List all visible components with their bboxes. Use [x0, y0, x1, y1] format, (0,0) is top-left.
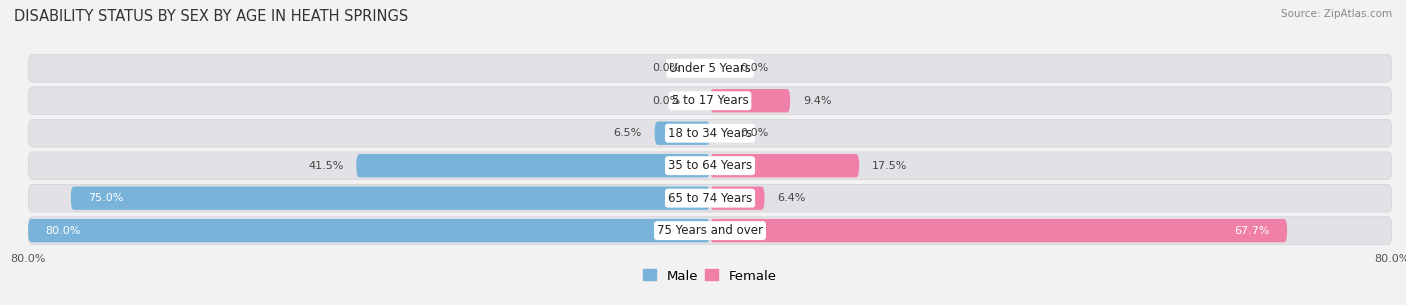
FancyBboxPatch shape [710, 154, 859, 178]
FancyBboxPatch shape [70, 186, 710, 210]
Text: 18 to 34 Years: 18 to 34 Years [668, 127, 752, 140]
FancyBboxPatch shape [655, 121, 710, 145]
FancyBboxPatch shape [28, 120, 1392, 147]
Text: 6.5%: 6.5% [613, 128, 643, 138]
Text: 5 to 17 Years: 5 to 17 Years [672, 94, 748, 107]
FancyBboxPatch shape [28, 217, 1392, 244]
FancyBboxPatch shape [356, 154, 710, 178]
Text: DISABILITY STATUS BY SEX BY AGE IN HEATH SPRINGS: DISABILITY STATUS BY SEX BY AGE IN HEATH… [14, 9, 408, 24]
Text: 0.0%: 0.0% [740, 63, 768, 73]
Text: 0.0%: 0.0% [652, 96, 681, 106]
Text: 9.4%: 9.4% [803, 96, 831, 106]
Text: 35 to 64 Years: 35 to 64 Years [668, 159, 752, 172]
Text: 41.5%: 41.5% [308, 161, 343, 171]
Text: 17.5%: 17.5% [872, 161, 907, 171]
Text: 75 Years and over: 75 Years and over [657, 224, 763, 237]
FancyBboxPatch shape [28, 184, 1392, 212]
Text: 0.0%: 0.0% [652, 63, 681, 73]
Text: 75.0%: 75.0% [87, 193, 124, 203]
FancyBboxPatch shape [710, 89, 790, 113]
Text: Under 5 Years: Under 5 Years [669, 62, 751, 75]
Text: 0.0%: 0.0% [740, 128, 768, 138]
Text: 65 to 74 Years: 65 to 74 Years [668, 192, 752, 205]
FancyBboxPatch shape [28, 219, 710, 242]
FancyBboxPatch shape [28, 55, 1392, 82]
Legend: Male, Female: Male, Female [638, 264, 782, 288]
Text: 67.7%: 67.7% [1234, 226, 1270, 236]
Text: 6.4%: 6.4% [778, 193, 806, 203]
FancyBboxPatch shape [710, 186, 765, 210]
Text: Source: ZipAtlas.com: Source: ZipAtlas.com [1281, 9, 1392, 19]
Text: 80.0%: 80.0% [45, 226, 80, 236]
FancyBboxPatch shape [28, 152, 1392, 179]
FancyBboxPatch shape [28, 87, 1392, 115]
FancyBboxPatch shape [710, 219, 1286, 242]
